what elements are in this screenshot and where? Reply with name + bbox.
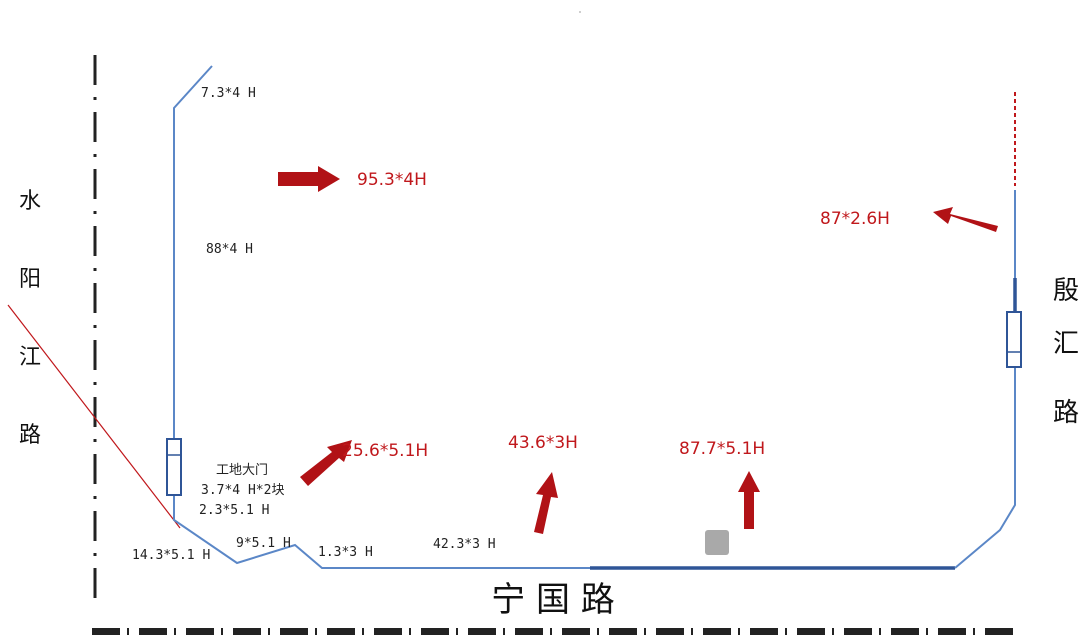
label-bottom-4: 42.3*3 H	[433, 537, 496, 552]
label-below-gate: 2.3*5.1 H	[199, 503, 269, 518]
right-road-char-1: 殷	[1053, 276, 1079, 306]
label-red-middle: 43.6*3H	[508, 433, 578, 453]
left-road-char-3: 江	[19, 345, 41, 370]
left-road-char-4: 路	[19, 423, 41, 448]
gate-left-icon	[166, 438, 182, 496]
left-road-char-2: 阳	[19, 267, 41, 292]
arrow-up-right-icon	[300, 440, 352, 486]
arrow-right-icon	[278, 166, 340, 192]
label-red-top: 95.3*4H	[357, 170, 427, 190]
fence-right	[954, 190, 1016, 569]
label-bottom-1: 14.3*5.1 H	[132, 548, 210, 563]
fence-left-bottom	[173, 65, 590, 569]
right-road-char-2: 汇	[1053, 329, 1079, 359]
arrow-up-left-icon	[933, 207, 998, 232]
label-red-right: 87*2.6H	[820, 209, 890, 229]
label-top-left: 7.3*4 H	[201, 86, 256, 101]
bottom-road-markings	[92, 628, 1013, 635]
left-road-char-1: 水	[19, 189, 41, 214]
gate-right-icon	[1006, 311, 1022, 368]
arrow-up-icon	[534, 472, 558, 534]
label-gate-title: 工地大门	[216, 463, 268, 478]
blurred-patch	[705, 530, 729, 555]
label-bottom-3: 1.3*3 H	[318, 545, 373, 560]
label-gate-size: 3.7*4 H*2块	[201, 483, 284, 498]
label-bottom-2: 9*5.1 H	[236, 536, 291, 551]
bottom-road-name: 宁 国 路	[491, 580, 615, 620]
arrow-up-icon	[738, 471, 760, 529]
label-left-middle: 88*4 H	[206, 242, 253, 257]
label-red-right-bottom: 87.7*5.1H	[679, 439, 765, 459]
top-speck	[579, 11, 581, 13]
right-road-char-3: 路	[1053, 398, 1079, 428]
diagonal-line	[7, 304, 181, 529]
label-red-gate: 25.6*5.1H	[342, 441, 428, 461]
